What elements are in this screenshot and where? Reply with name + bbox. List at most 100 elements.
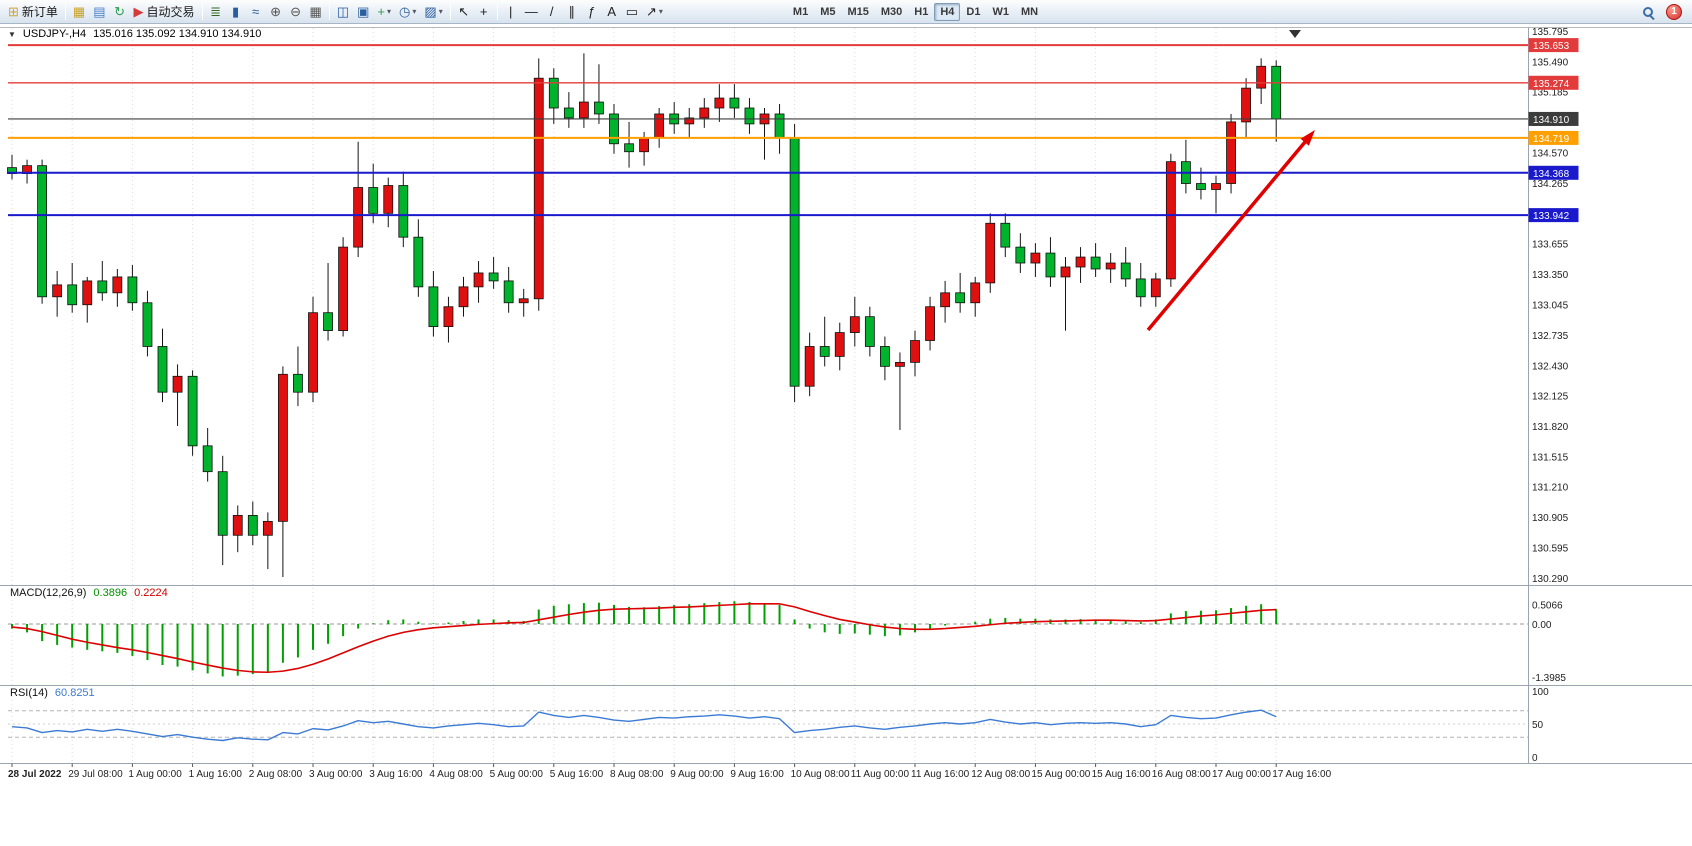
zoom-out-button[interactable]: ⊖: [286, 2, 306, 22]
time-scale-label: 28 Jul 2022: [8, 769, 62, 780]
new-order-button-label: 新订单: [21, 5, 58, 19]
timeframe-w1-button[interactable]: W1: [992, 5, 1009, 18]
text-icon: A: [607, 4, 617, 19]
timeframe-d1-button[interactable]: D1: [966, 5, 981, 18]
horizontal-line-button[interactable]: —: [521, 2, 542, 22]
toolbar-separator: [449, 3, 451, 20]
new-order-button[interactable]: ⊞ 新订单: [4, 2, 62, 22]
price-scale-label: 134.265: [1532, 179, 1569, 190]
line-chart-button[interactable]: ≈: [246, 2, 266, 22]
cursor-button[interactable]: ↖: [454, 2, 474, 22]
price-scale-label: 133.045: [1532, 300, 1569, 311]
symbol-collapse-icon[interactable]: ▼: [8, 29, 16, 39]
time-scale-label: 9 Aug 16:00: [730, 769, 784, 780]
price-scale-label: 135.490: [1532, 57, 1569, 68]
time-scale-label: 4 Aug 08:00: [429, 769, 483, 780]
vertical-line-button[interactable]: |: [501, 2, 521, 22]
chart-symbol-label: USDJPY-,H4: [22, 28, 87, 40]
price-scale-label: 134.570: [1532, 149, 1569, 160]
price-scale-label: 135.185: [1532, 88, 1569, 99]
line-chart-icon: ≈: [251, 4, 260, 19]
time-scale-label: 12 Aug 08:00: [971, 769, 1030, 780]
periods-button[interactable]: ◷ ▾: [395, 2, 420, 22]
templates-button[interactable]: ▨ ▾: [420, 2, 446, 22]
arrows-icon: ↗: [646, 4, 657, 19]
crosshair-icon: +: [479, 4, 488, 19]
navigator-button[interactable]: ↻: [110, 2, 130, 22]
auto-trading-icon: ▶: [133, 4, 144, 19]
trendline-button[interactable]: /: [542, 2, 562, 22]
bar-chart-icon: ≣: [210, 4, 221, 19]
notification-badge[interactable]: 1: [1666, 3, 1682, 20]
channel-icon: ∥: [568, 4, 575, 19]
toolbar-separator: [496, 3, 498, 20]
price-chart-canvas[interactable]: 135.795135.490135.185134.880134.570134.2…: [0, 24, 1692, 846]
arrows-button[interactable]: ↗ ▾: [642, 2, 667, 22]
text-button[interactable]: A: [602, 2, 622, 22]
auto-trading-button[interactable]: ▶ 自动交易: [130, 2, 199, 22]
chevron-down-icon: ▾: [412, 7, 417, 16]
channel-button[interactable]: ∥: [562, 2, 582, 22]
rsi-value: 60.8251: [54, 687, 95, 699]
search-button[interactable]: [1638, 2, 1658, 22]
rsi-label: RSI(14) 60.8251: [10, 687, 95, 699]
tile-windows-button[interactable]: ▦: [306, 2, 326, 22]
zoom-in-button[interactable]: ⊕: [266, 2, 286, 22]
price-scale-label: 132.735: [1532, 331, 1569, 342]
toolbar-separator: [328, 3, 330, 20]
tile-windows-icon: ▦: [309, 4, 322, 19]
indicators-icon: +: [377, 4, 386, 19]
toolbar-separator: [64, 3, 66, 20]
toolbar-buttons: ⊞ 新订单 ▦ ▤ ↻ ▶ 自动交易 ≣ ▮ ≈ ⊕ ⊖ ▦ ◫ ▣ + ▾ ◷ ▾ ▨ ▾ ↖ + | — / ∥ ƒ A ▭ ↗ ▾: [4, 2, 667, 22]
candlestick-chart-icon: ▮: [231, 4, 240, 19]
chart-shift-marker[interactable]: [1289, 30, 1301, 38]
time-scale-label: 29 Jul 08:00: [68, 769, 123, 780]
timeframe-m1-button[interactable]: M1: [792, 5, 809, 18]
cursor-icon: ↖: [458, 4, 470, 19]
trendline-icon: /: [549, 4, 554, 19]
price-line-badge: 133.942: [1533, 211, 1570, 222]
fibonacci-button[interactable]: ƒ: [582, 2, 602, 22]
time-scale-label: 11 Aug 16:00: [911, 769, 970, 780]
timeframe-m5-button[interactable]: M5: [820, 5, 836, 18]
time-scale-label: 8 Aug 08:00: [610, 769, 664, 780]
label-button[interactable]: ▭: [622, 2, 642, 22]
price-scale-label: 131.820: [1532, 422, 1569, 433]
time-scale[interactable]: 28 Jul 2022 29 Jul 08:00 1 Aug 00:00 1 Aug …: [8, 763, 1332, 781]
candlestick-chart-button[interactable]: ▮: [226, 2, 246, 22]
label-icon: ▭: [625, 4, 638, 19]
macd-scale-label: 0.00: [1532, 620, 1552, 631]
price-line-badge: 135.653: [1533, 41, 1570, 52]
time-scale-label: 5 Aug 00:00: [490, 769, 544, 780]
macd-label: MACD(12,26,9) 0.3896 0.2224: [10, 587, 168, 599]
zoom-out-icon: ⊖: [290, 4, 301, 19]
chart-window[interactable]: 135.795135.490135.185134.880134.570134.2…: [0, 24, 1692, 846]
time-scale-label: 15 Aug 00:00: [1031, 769, 1090, 780]
timeframe-m15-button[interactable]: M15: [847, 5, 869, 18]
bar-chart-button[interactable]: ≣: [206, 2, 226, 22]
timeframe-m30-button[interactable]: M30: [880, 5, 903, 18]
timeframe-mn-button[interactable]: MN: [1020, 5, 1039, 18]
time-scale-label: 5 Aug 16:00: [550, 769, 604, 780]
main-toolbar: ⊞ 新订单 ▦ ▤ ↻ ▶ 自动交易 ≣ ▮ ≈ ⊕ ⊖ ▦ ◫ ▣ + ▾ ◷ ▾ ▨ ▾ ↖ + | — / ∥ ƒ A ▭ ↗ ▾ M1…: [0, 0, 1692, 24]
rsi-scale-label: 100: [1532, 687, 1549, 698]
macd-signal-value: 0.2224: [134, 587, 168, 599]
arrange-windows-button[interactable]: ▣: [353, 2, 373, 22]
crosshair-button[interactable]: +: [474, 2, 494, 22]
macd-name: MACD(12,26,9): [10, 587, 87, 599]
time-scale-label: 10 Aug 08:00: [791, 769, 850, 780]
charts-profile-button[interactable]: ▦: [69, 2, 89, 22]
time-scale-label: 2 Aug 08:00: [249, 769, 303, 780]
price-scale-label: 130.905: [1532, 513, 1569, 524]
time-scale-label: 9 Aug 00:00: [670, 769, 724, 780]
trend-arrow[interactable]: [1146, 130, 1315, 332]
horizontal-price-lines[interactable]: [8, 44, 1528, 217]
cascade-windows-button[interactable]: ◫: [333, 2, 353, 22]
data-window-button[interactable]: ▤: [89, 2, 109, 22]
rsi-scale-label: 50: [1532, 720, 1544, 731]
timeframe-h1-button[interactable]: H1: [914, 5, 929, 18]
new-order-icon: ⊞: [8, 4, 19, 19]
macd-main-value: 0.3896: [93, 587, 128, 599]
timeframe-h4-button[interactable]: H4: [934, 2, 961, 21]
indicators-button[interactable]: + ▾: [373, 2, 395, 22]
